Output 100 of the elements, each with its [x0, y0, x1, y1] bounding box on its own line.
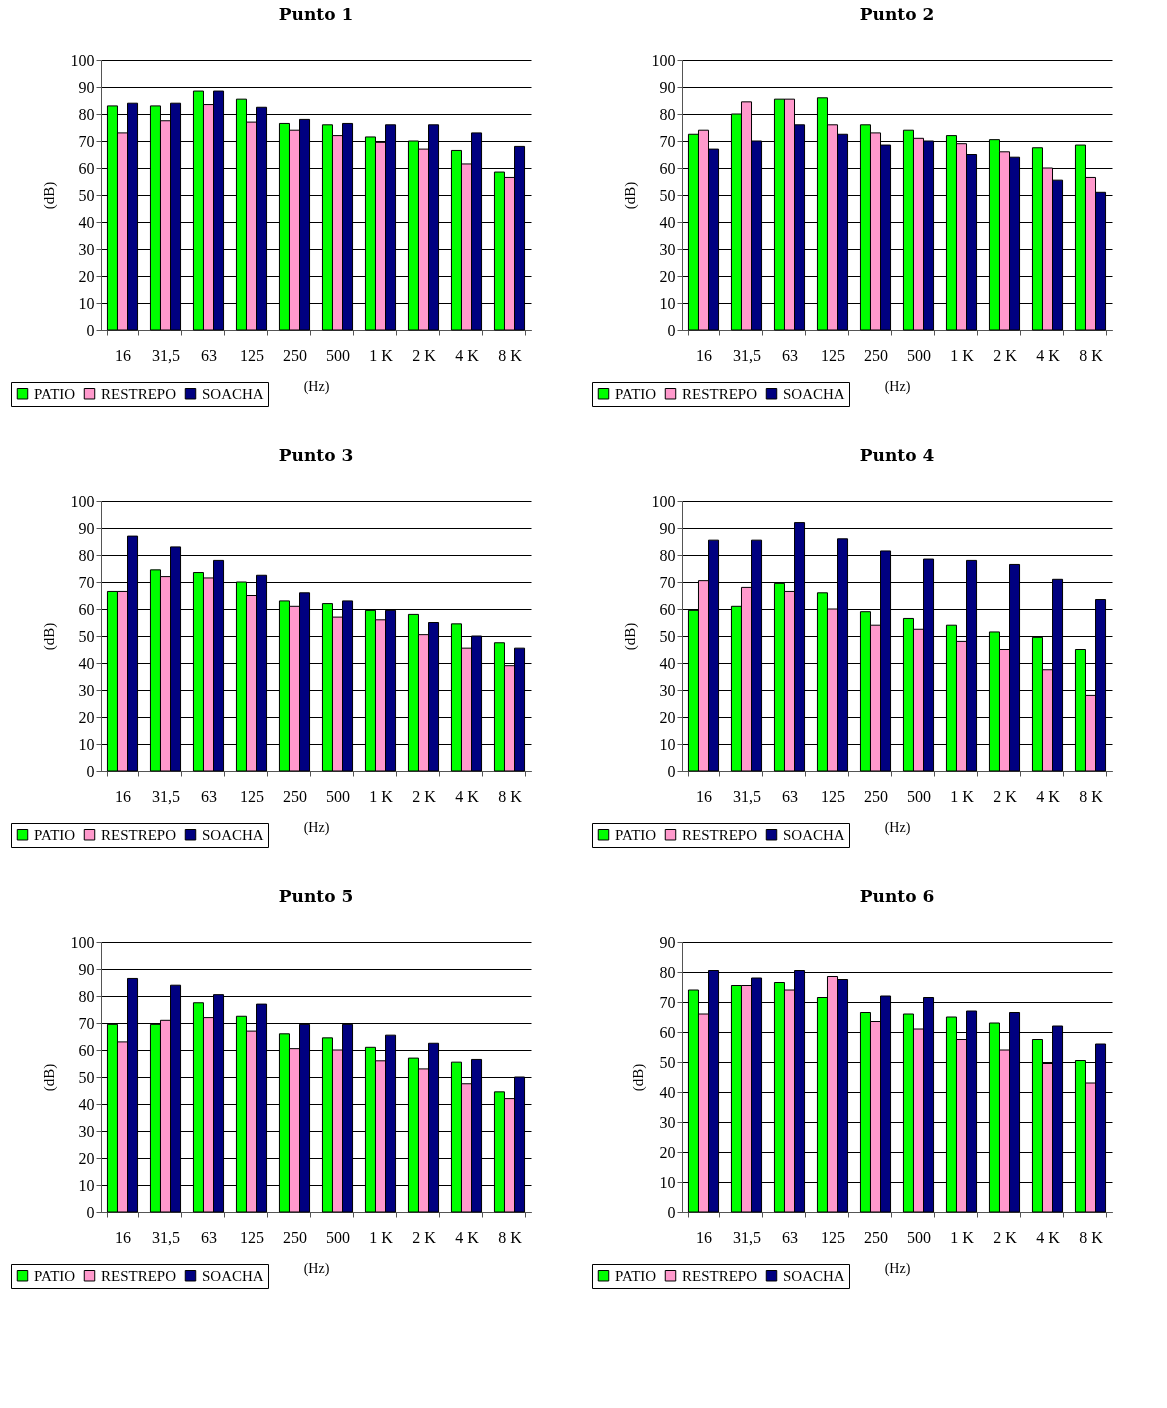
- legend-label: SOACHA: [202, 826, 264, 843]
- x-tick-label: 63: [201, 787, 217, 805]
- x-tick-label: 1 K: [369, 346, 394, 364]
- x-tick-label: 250: [283, 1228, 307, 1246]
- x-axis-title: (Hz): [884, 1260, 911, 1277]
- x-tick-label: 16: [696, 1228, 712, 1246]
- legend-label: RESTREPO: [101, 826, 177, 843]
- x-tick-label: 31,5: [733, 346, 761, 364]
- y-tick-label: 70: [659, 573, 676, 591]
- x-tick-label: 500: [326, 1228, 350, 1246]
- x-tick-label: 16: [115, 346, 131, 364]
- y-tick-label: 0: [86, 762, 95, 780]
- x-tick-label: 63: [201, 1228, 217, 1246]
- y-tick-label: 90: [78, 78, 95, 96]
- x-tick-label: 63: [201, 346, 217, 364]
- y-tick-label: 100: [70, 933, 95, 951]
- x-tick-label: 16: [115, 787, 131, 805]
- chart-title: Punto 3: [278, 445, 354, 465]
- x-tick-label: 1 K: [369, 1228, 394, 1246]
- y-tick-label: 100: [70, 51, 95, 69]
- y-tick-label: 70: [659, 993, 676, 1011]
- x-tick-label: 63: [782, 346, 798, 364]
- legend-label: PATIO: [615, 826, 657, 843]
- legend-label: PATIO: [615, 1267, 657, 1284]
- x-tick-label: 250: [283, 787, 307, 805]
- legend-label: RESTREPO: [101, 385, 177, 402]
- y-tick-label: 20: [659, 267, 676, 285]
- y-tick-label: 40: [659, 1083, 676, 1101]
- y-tick-label: 80: [659, 963, 676, 981]
- x-tick-label: 4 K: [455, 346, 480, 364]
- legend-label: RESTREPO: [682, 826, 758, 843]
- y-tick-label: 40: [78, 213, 95, 231]
- y-tick-label: 0: [667, 1203, 676, 1221]
- y-tick-label: 30: [78, 1122, 95, 1140]
- x-tick-label: 4 K: [455, 787, 480, 805]
- x-tick-label: 2 K: [993, 1228, 1018, 1246]
- x-axis-title: (Hz): [884, 378, 911, 395]
- x-tick-label: 31,5: [152, 346, 180, 364]
- y-tick-label: 50: [78, 1068, 95, 1086]
- x-tick-label: 2 K: [412, 787, 437, 805]
- y-tick-label: 20: [659, 1143, 676, 1161]
- x-tick-label: 125: [240, 787, 264, 805]
- x-tick-label: 125: [240, 346, 264, 364]
- x-tick-label: 63: [782, 1228, 798, 1246]
- y-tick-label: 20: [78, 267, 95, 285]
- x-tick-label: 16: [696, 787, 712, 805]
- y-tick-label: 60: [659, 600, 676, 618]
- y-axis-title: (dB): [40, 622, 58, 651]
- x-tick-label: 4 K: [1036, 787, 1061, 805]
- x-tick-label: 1 K: [369, 787, 394, 805]
- x-tick-label: 125: [821, 346, 845, 364]
- y-tick-label: 10: [78, 294, 95, 312]
- legend-label: RESTREPO: [682, 385, 758, 402]
- y-tick-label: 60: [659, 1023, 676, 1041]
- legend-label: SOACHA: [202, 1267, 264, 1284]
- y-tick-label: 60: [78, 600, 95, 618]
- legend-label: PATIO: [615, 385, 657, 402]
- x-tick-label: 500: [907, 1228, 931, 1246]
- x-tick-label: 500: [907, 787, 931, 805]
- x-tick-label: 125: [821, 1228, 845, 1246]
- legend-label: PATIO: [34, 1267, 76, 1284]
- legend-label: SOACHA: [783, 385, 845, 402]
- y-tick-label: 30: [78, 681, 95, 699]
- y-tick-label: 50: [659, 186, 676, 204]
- y-tick-label: 60: [659, 159, 676, 177]
- y-tick-label: 30: [659, 681, 676, 699]
- y-tick-label: 50: [659, 1053, 676, 1071]
- y-tick-label: 30: [659, 240, 676, 258]
- x-tick-label: 31,5: [152, 787, 180, 805]
- x-tick-label: 125: [240, 1228, 264, 1246]
- y-tick-label: 70: [78, 1014, 95, 1032]
- x-tick-label: 63: [782, 787, 798, 805]
- x-tick-label: 250: [864, 787, 888, 805]
- chart-title: Punto 4: [859, 445, 935, 465]
- y-tick-label: 90: [659, 519, 676, 537]
- x-tick-label: 2 K: [412, 346, 437, 364]
- y-tick-label: 50: [78, 627, 95, 645]
- y-tick-label: 90: [78, 519, 95, 537]
- x-axis-title: (Hz): [303, 1260, 330, 1277]
- legend-label: RESTREPO: [101, 1267, 177, 1284]
- chart-title: Punto 6: [859, 886, 935, 906]
- y-tick-label: 80: [659, 105, 676, 123]
- y-tick-label: 0: [86, 321, 95, 339]
- legend-label: SOACHA: [783, 1267, 845, 1284]
- y-tick-label: 90: [659, 933, 676, 951]
- x-tick-label: 2 K: [993, 346, 1018, 364]
- x-axis-title: (Hz): [884, 819, 911, 836]
- x-tick-label: 16: [696, 346, 712, 364]
- x-tick-label: 1 K: [950, 787, 975, 805]
- y-axis-title: (dB): [621, 181, 639, 210]
- y-tick-label: 80: [659, 546, 676, 564]
- y-axis-title: (dB): [40, 181, 58, 210]
- x-tick-label: 2 K: [412, 1228, 437, 1246]
- y-tick-label: 90: [659, 78, 676, 96]
- y-axis-title: (dB): [621, 622, 639, 651]
- x-tick-label: 31,5: [733, 1228, 761, 1246]
- y-axis-title: (dB): [40, 1063, 58, 1092]
- y-tick-label: 70: [659, 132, 676, 150]
- y-tick-label: 30: [78, 240, 95, 258]
- y-tick-label: 100: [651, 51, 676, 69]
